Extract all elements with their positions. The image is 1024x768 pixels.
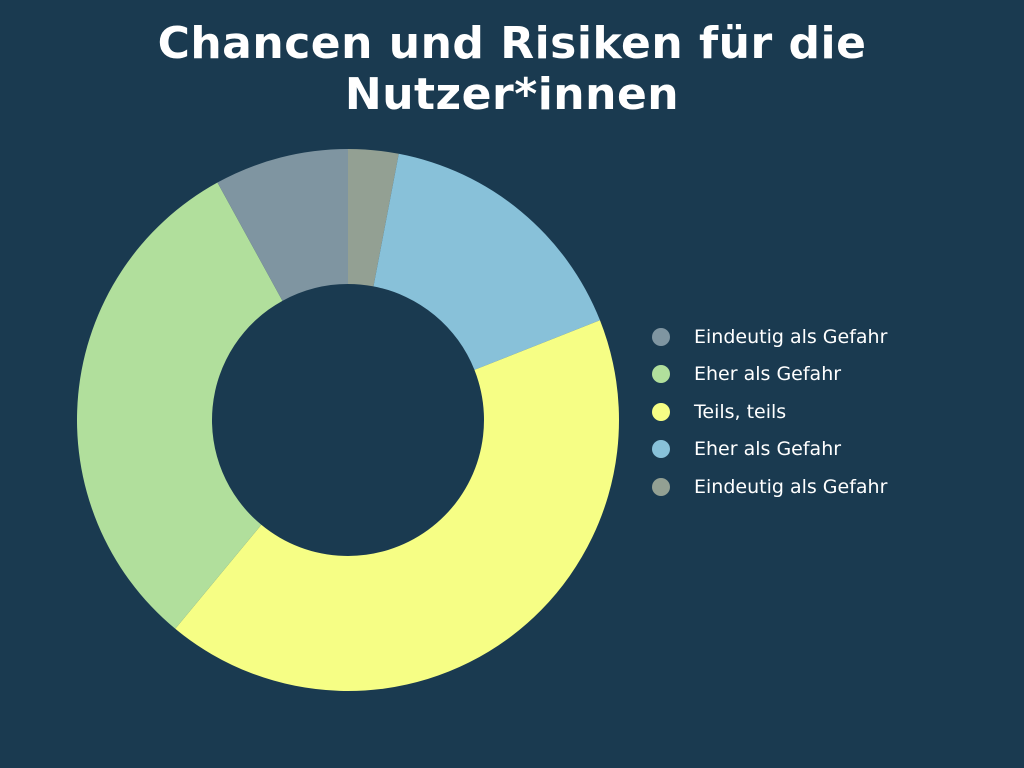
legend-item: Eindeutig als Gefahr [652, 318, 887, 356]
chart-title: Chancen und Risiken für die Nutzer*innen [157, 18, 867, 120]
legend-label: Eindeutig als Gefahr [694, 325, 888, 348]
legend-swatch [652, 365, 670, 384]
legend-label: Teils, teils [694, 400, 787, 423]
legend-label: Eher als Gefahr [694, 363, 842, 386]
legend-item: Eher als Gefahr [652, 356, 887, 394]
legend-item: Eindeutig als Gefahr [652, 468, 887, 506]
legend-swatch [652, 477, 670, 496]
legend-swatch [652, 327, 670, 346]
donut-slice-4 [348, 149, 399, 287]
legend-item: Eher als Gefahr [652, 431, 887, 469]
legend-swatch [652, 440, 670, 459]
legend-swatch [652, 402, 670, 421]
legend-item: Teils, teils [652, 393, 887, 431]
donut-slice-3 [373, 153, 600, 370]
legend-label: Eher als Gefahr [694, 438, 842, 461]
donut-slice-1 [76, 182, 283, 629]
legend-label: Eindeutig als Gefahr [694, 475, 888, 498]
legend: Eindeutig als Gefahr Eher als Gefahr Teils… [652, 318, 887, 506]
donut-slice-2 [175, 320, 619, 691]
donut-slice-0 [217, 149, 348, 301]
